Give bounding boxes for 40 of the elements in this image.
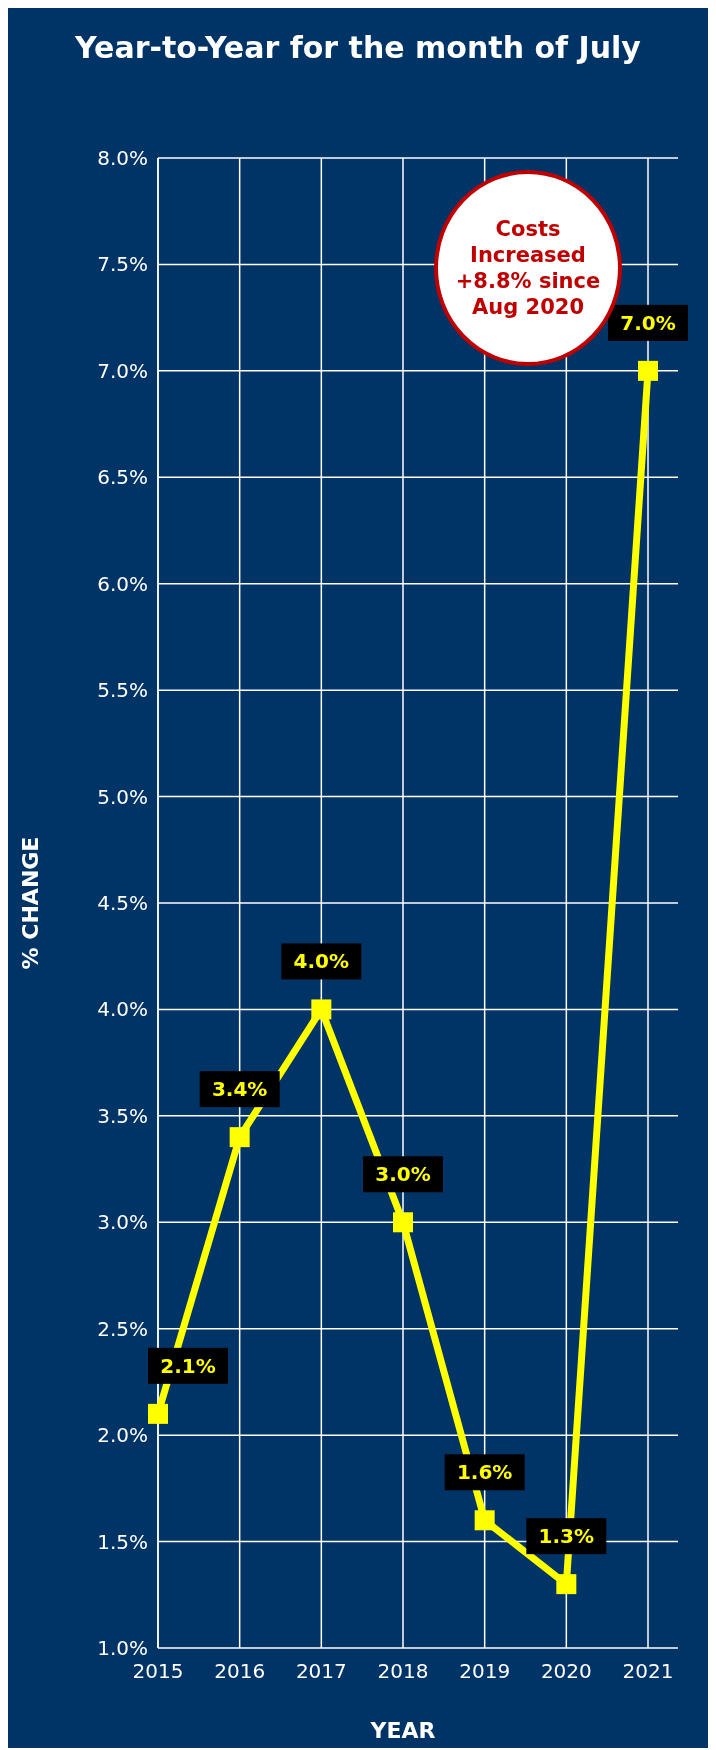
text: 3.0% (375, 1162, 431, 1187)
x-tick-label: 2019 (459, 1659, 511, 1683)
point (474, 1510, 495, 1531)
y-tick-label: 5.5% (97, 678, 148, 703)
y-tick-label: 1.0% (97, 1636, 148, 1660)
x-tick-label: 2021 (622, 1659, 674, 1683)
chart-title: Year-to-Year for the month of July (74, 30, 642, 65)
x-axis-title: YEAR (369, 1718, 436, 1743)
point (311, 999, 332, 1020)
x-tick-label: 2017 (295, 1659, 347, 1683)
text: 4.0% (293, 949, 350, 974)
y-axis-title: % CHANGE (18, 836, 43, 970)
x-tick-label: 2018 (377, 1659, 429, 1683)
text: 1.3% (538, 1524, 595, 1549)
point (393, 1212, 413, 1233)
y-tick-label: 7.5% (97, 252, 148, 277)
x-tick-label: 2020 (540, 1659, 592, 1683)
y-tick-label: 8.0% (97, 146, 148, 170)
point (638, 360, 658, 381)
x-tick-label: 2016 (214, 1659, 266, 1683)
text: 1.6% (456, 1460, 513, 1485)
y-tick-label: 6.5% (97, 465, 148, 490)
y-tick-label: 2.0% (97, 1423, 148, 1448)
y-tick-label: 1.5% (97, 1529, 148, 1554)
point (556, 1574, 577, 1595)
annotation: Costs Increased +8.8% since Aug 2020 (455, 217, 601, 320)
y-tick-label: 4.5% (97, 891, 148, 915)
y-tick-label: 2.5% (97, 1316, 148, 1341)
y-tick-label: 4.0% (97, 997, 148, 1022)
y-tick-label: 5.0% (97, 784, 148, 809)
point (148, 1403, 168, 1424)
point (229, 1127, 250, 1148)
text: 7.0% (620, 310, 676, 335)
y-tick-label: 6.0% (97, 571, 148, 596)
y-tick-label: 3.5% (97, 1103, 148, 1128)
x-tick-label: 2015 (132, 1659, 184, 1683)
text: 3.4% (211, 1077, 268, 1102)
y-tick-label: 3.0% (97, 1210, 148, 1235)
y-tick-label: 7.0% (97, 358, 148, 383)
text: 2.1% (160, 1353, 216, 1378)
